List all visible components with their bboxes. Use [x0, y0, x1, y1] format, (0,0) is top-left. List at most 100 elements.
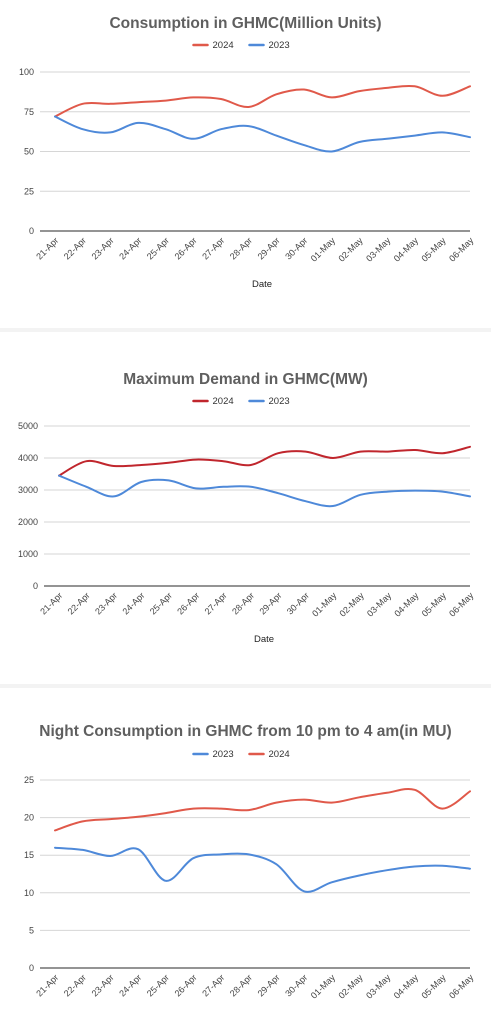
y-tick-label: 10	[24, 888, 34, 898]
x-tick-label: 01-May	[309, 972, 338, 1001]
x-tick-label: 04-May	[392, 235, 421, 264]
x-tick-label: 02-May	[336, 972, 365, 1001]
series-line	[58, 445, 471, 477]
y-tick-label: 0	[33, 581, 38, 591]
x-tick-label: 01-May	[309, 235, 338, 264]
series-line	[54, 84, 471, 118]
x-tick-label: 25-Apr	[145, 972, 171, 998]
x-tick-label: 24-Apr	[120, 590, 146, 616]
y-tick-label: 3000	[18, 485, 38, 495]
x-tick-label: 23-Apr	[90, 235, 116, 261]
legend-entry: 2024	[248, 749, 290, 760]
legend-label: 2024	[213, 40, 234, 51]
x-tick-label: 05-May	[419, 972, 448, 1001]
series-2024	[54, 787, 471, 832]
series-2023	[54, 115, 471, 153]
series-line	[58, 474, 471, 508]
legend-entry: 2023	[248, 396, 290, 407]
x-tick-label: 22-Apr	[66, 590, 92, 616]
y-tick-label: 1000	[18, 549, 38, 559]
chart-panel-consumption: Consumption in GHMC(Million Units) 2024 20…	[0, 0, 491, 326]
x-tick-label: 01-May	[310, 590, 339, 619]
x-tick-label: 06-May	[447, 590, 476, 619]
x-tick-label: 30-Apr	[283, 235, 309, 261]
chart-legend: 2024 2023	[192, 40, 290, 51]
x-tick-label: 26-Apr	[173, 972, 199, 998]
consumption-line-chart: Consumption in GHMC(Million Units)2024 20…	[19, 15, 476, 290]
x-tick-label: 06-May	[447, 235, 476, 264]
x-tick-label: 03-May	[365, 590, 394, 619]
max-demand-line-chart: Maximum Demand in GHMC(MW) 2024 2023 0 1000 2…	[18, 371, 476, 645]
legend-entry: 2024	[192, 40, 234, 51]
x-tick-label: 28-Apr	[228, 235, 254, 261]
legend-label: 2023	[269, 396, 290, 407]
legend-label: 2023	[213, 749, 234, 760]
y-tick-label: 50	[24, 147, 34, 157]
y-tick-label: 5	[29, 925, 34, 935]
chart-title: Maximum Demand in GHMC(MW)	[123, 371, 368, 388]
chart-panel-max-demand: Maximum Demand in GHMC(MW) 2024 2023 0 1000 2…	[0, 334, 491, 680]
y-tick-label: 25	[24, 775, 34, 785]
x-tick-label: 25-Apr	[145, 235, 171, 261]
y-tick-label: 0	[29, 226, 34, 236]
y-tick-label: 75	[24, 107, 34, 117]
y-tick-label: 5000	[18, 421, 38, 431]
chart-legend: 2024 2023	[192, 396, 290, 407]
x-tick-label: 24-Apr	[117, 235, 143, 261]
legend-label: 2023	[269, 40, 290, 51]
night-consumption-line-chart: Night Consumption in GHMC from 10 pm to …	[24, 723, 476, 1001]
series-2024	[58, 445, 471, 477]
panel-divider	[0, 328, 491, 332]
series-2024	[54, 84, 471, 118]
x-tick-label: 21-Apr	[34, 972, 60, 998]
x-tick-label: 06-May	[447, 972, 476, 1001]
series-2023	[54, 846, 471, 893]
y-tick-label: 4000	[18, 453, 38, 463]
legend-label: 2024	[213, 396, 234, 407]
x-tick-label: 03-May	[364, 235, 393, 264]
x-tick-label: 27-Apr	[200, 235, 226, 261]
x-tick-label: 04-May	[392, 590, 421, 619]
panel-divider	[0, 684, 491, 688]
x-tick-label: 21-Apr	[34, 235, 60, 261]
gridlines	[40, 71, 470, 232]
x-tick-label: 28-Apr	[230, 590, 256, 616]
series-line	[54, 115, 471, 153]
x-tick-label: 22-Apr	[62, 972, 88, 998]
x-tick-label: 23-Apr	[93, 590, 119, 616]
y-tick-label: 2000	[18, 517, 38, 527]
x-tick-label: 29-Apr	[256, 972, 282, 998]
x-tick-label: 05-May	[419, 235, 448, 264]
legend-entry: 2023	[248, 40, 290, 51]
x-tick-label: 26-Apr	[175, 590, 201, 616]
y-tick-label: 25	[24, 186, 34, 196]
chart-panel-night-consumption: Night Consumption in GHMC from 10 pm to …	[0, 690, 491, 1024]
x-tick-label: 03-May	[364, 972, 393, 1001]
x-axis-title: Date	[254, 634, 274, 645]
x-tick-label: 28-Apr	[228, 972, 254, 998]
legend-entry: 2024	[192, 396, 234, 407]
x-tick-label: 30-Apr	[285, 590, 311, 616]
legend-label: 2024	[269, 749, 290, 760]
x-axis-title: Date	[252, 279, 272, 290]
x-tick-label: 29-Apr	[256, 235, 282, 261]
x-tick-label: 27-Apr	[200, 972, 226, 998]
series-line	[54, 787, 471, 832]
y-tick-label: 100	[19, 67, 34, 77]
x-tick-label: 27-Apr	[203, 590, 229, 616]
x-tick-label: 23-Apr	[90, 972, 116, 998]
chart-title: Consumption in GHMC(Million Units)	[109, 15, 381, 32]
x-tick-label: 30-Apr	[283, 972, 309, 998]
x-tick-label: 02-May	[336, 235, 365, 264]
y-tick-label: 15	[24, 850, 34, 860]
chart-title: Night Consumption in GHMC from 10 pm to …	[39, 723, 451, 740]
series-2023	[58, 474, 471, 508]
x-tick-label: 24-Apr	[117, 972, 143, 998]
x-tick-label: 02-May	[338, 590, 367, 619]
x-tick-label: 22-Apr	[62, 235, 88, 261]
y-tick-label: 20	[24, 813, 34, 823]
x-tick-label: 25-Apr	[148, 590, 174, 616]
y-tick-label: 0	[29, 963, 34, 973]
series-line	[54, 846, 471, 893]
x-tick-label: 05-May	[420, 590, 449, 619]
